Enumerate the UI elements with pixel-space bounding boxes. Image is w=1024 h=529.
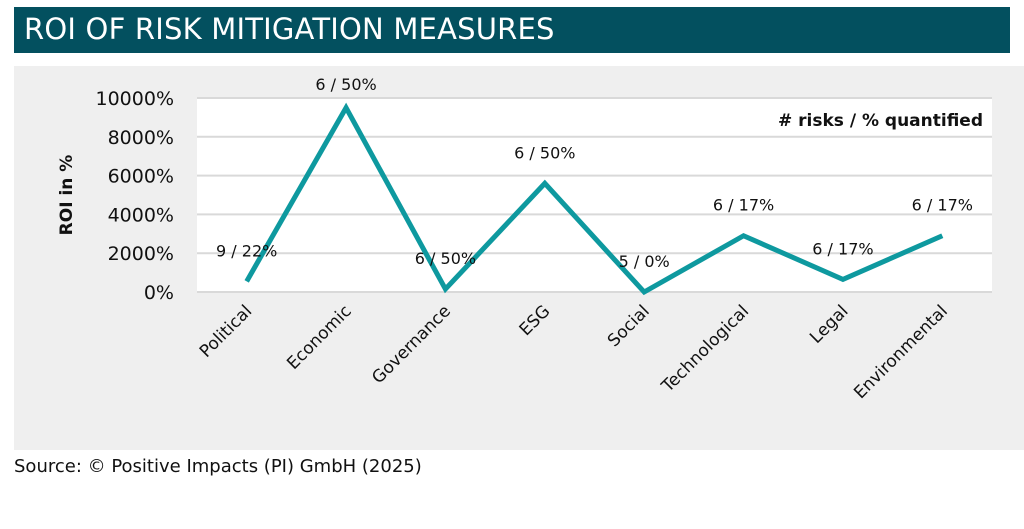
- plot-area: [197, 98, 992, 292]
- y-tick-label: 4000%: [108, 204, 174, 226]
- title-bar: ROI OF RISK MITIGATION MEASURES: [14, 7, 1010, 53]
- chart-title: ROI OF RISK MITIGATION MEASURES: [24, 12, 555, 46]
- x-tick-label: Legal: [806, 301, 852, 347]
- data-label: 6 / 50%: [315, 75, 376, 94]
- y-tick-label: 10000%: [96, 88, 175, 110]
- y-tick-label: 6000%: [108, 166, 174, 188]
- y-tick-label: 2000%: [108, 243, 174, 265]
- annotation-title: # risks / % quantified: [778, 111, 983, 131]
- x-tick-label: Economic: [283, 301, 355, 373]
- data-label: 6 / 50%: [514, 143, 575, 162]
- x-tick-label: Social: [604, 301, 654, 351]
- x-tick-label: Environmental: [850, 301, 952, 403]
- x-tick-label: Governance: [368, 301, 455, 388]
- data-label: 6 / 17%: [713, 196, 774, 215]
- data-label: 5 / 0%: [619, 252, 670, 271]
- data-label: 9 / 22%: [216, 241, 277, 260]
- data-label: 6 / 50%: [415, 249, 476, 268]
- y-axis-label: ROI in %: [57, 155, 77, 236]
- x-tick-label: Political: [196, 301, 256, 361]
- y-tick-label: 0%: [144, 282, 174, 304]
- roi-series-line: [244, 102, 944, 296]
- data-label: 6 / 17%: [812, 239, 873, 258]
- source-note: Source: © Positive Impacts (PI) GmbH (20…: [14, 456, 422, 477]
- data-label: 6 / 17%: [912, 196, 973, 215]
- x-tick-label: Technological: [657, 301, 753, 397]
- y-tick-label: 8000%: [108, 127, 174, 149]
- x-tick-label: ESG: [516, 301, 555, 340]
